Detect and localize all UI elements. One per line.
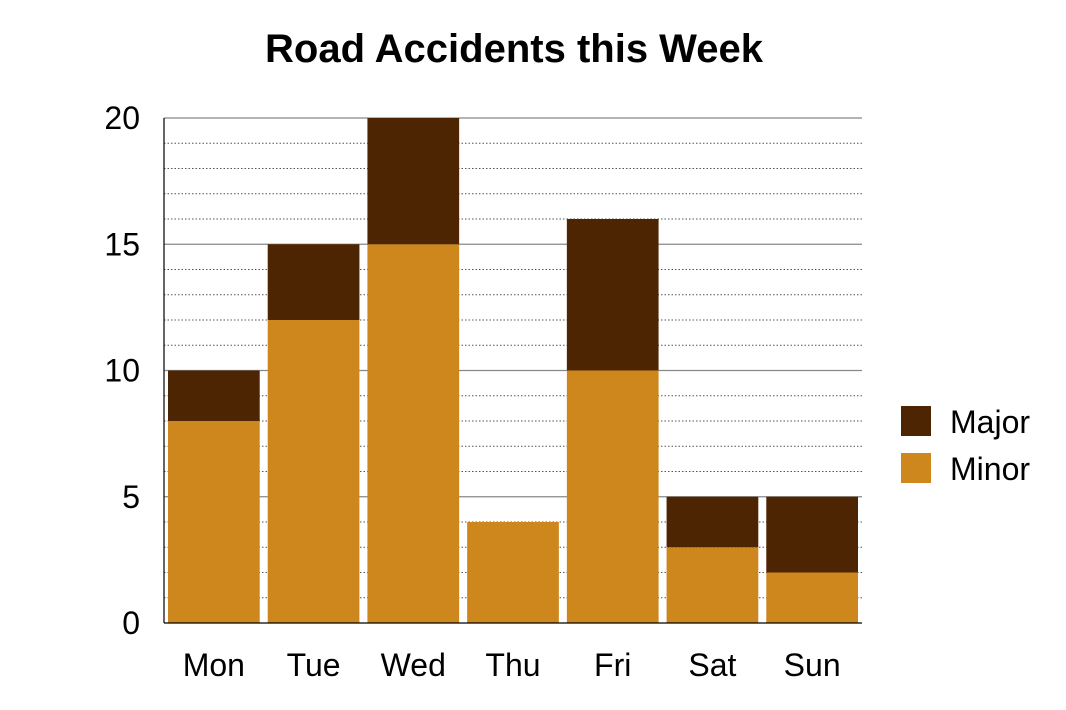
bar-major-wed [367, 118, 460, 245]
legend-label-major: Major [950, 404, 1030, 440]
bar-minor-thu [467, 522, 559, 623]
bar-minor-wed [367, 244, 460, 623]
bar-major-mon [168, 370, 260, 421]
legend: Major Minor [901, 404, 1030, 487]
bar-minor-sun [766, 572, 858, 623]
bar-minor-tue [267, 320, 360, 623]
bar-minor-mon [168, 421, 260, 623]
y-tick-label: 10 [104, 353, 140, 389]
bar-major-sun [766, 496, 858, 573]
y-tick-label: 5 [122, 479, 140, 515]
bar-minor-sat [666, 547, 759, 623]
legend-swatch-major [901, 406, 931, 436]
bars [168, 118, 858, 623]
bar-major-sat [666, 496, 759, 548]
x-tick-label: Thu [485, 647, 540, 683]
x-tick-label: Sun [784, 647, 841, 683]
x-tick-label: Fri [594, 647, 631, 683]
x-tick-label: Mon [183, 647, 245, 683]
bar-major-tue [267, 244, 360, 320]
legend-label-minor: Minor [950, 451, 1030, 487]
x-tick-label: Tue [287, 647, 341, 683]
bar-major-fri [566, 219, 659, 371]
y-tick-label: 20 [104, 100, 140, 136]
y-tick-label: 0 [122, 605, 140, 641]
x-tick-label: Sat [688, 647, 736, 683]
y-tick-label: 15 [104, 226, 140, 262]
bar-minor-fri [566, 370, 659, 623]
axes: 0 5 10 15 20 Mon Tue Wed Thu Fri Sat Sun [104, 100, 862, 683]
x-tick-label: Wed [381, 647, 446, 683]
legend-swatch-minor [901, 453, 931, 483]
chart-title: Road Accidents this Week [265, 27, 764, 71]
